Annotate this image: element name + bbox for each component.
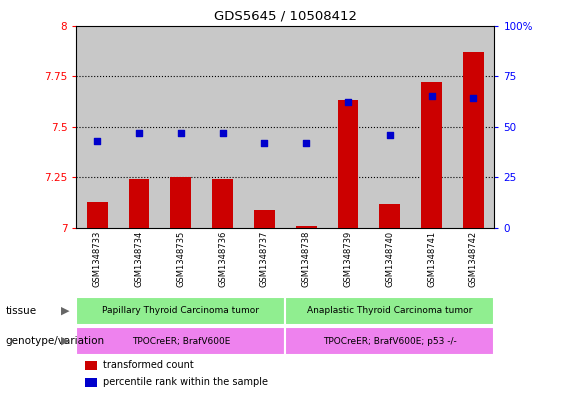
Point [134, 130, 144, 136]
Bar [285, 297, 494, 325]
Bar [244, 26, 285, 228]
Point [469, 95, 478, 101]
Bar [171, 177, 191, 228]
Text: TPOCreER; BrafV600E: TPOCreER; BrafV600E [132, 337, 230, 345]
Bar [285, 327, 494, 355]
Bar [202, 26, 244, 228]
Point [302, 140, 311, 146]
Bar [296, 226, 316, 228]
Bar [118, 26, 160, 228]
Text: Anaplastic Thyroid Carcinoma tumor: Anaplastic Thyroid Carcinoma tumor [307, 307, 472, 315]
Title: GDS5645 / 10508412: GDS5645 / 10508412 [214, 10, 357, 23]
Text: TPOCreER; BrafV600E; p53 -/-: TPOCreER; BrafV600E; p53 -/- [323, 337, 457, 345]
Bar [285, 26, 327, 228]
Point [427, 93, 436, 99]
Bar [129, 179, 149, 228]
Text: genotype/variation: genotype/variation [6, 336, 105, 346]
Point [344, 99, 353, 106]
Text: Papillary Thyroid Carcinoma tumor: Papillary Thyroid Carcinoma tumor [102, 307, 259, 315]
Bar [76, 297, 285, 325]
Bar [327, 26, 369, 228]
Bar [338, 101, 359, 228]
Point [260, 140, 269, 146]
Point [93, 138, 102, 144]
Bar [87, 202, 107, 228]
Bar [85, 360, 97, 370]
Text: ▶: ▶ [60, 306, 69, 316]
Text: transformed count: transformed count [103, 360, 194, 370]
Point [218, 130, 227, 136]
Bar [160, 26, 202, 228]
Bar [380, 204, 400, 228]
Bar [421, 82, 442, 228]
Bar [76, 26, 118, 228]
Bar [369, 26, 411, 228]
Bar [76, 327, 285, 355]
Bar [453, 26, 494, 228]
Text: percentile rank within the sample: percentile rank within the sample [103, 377, 268, 387]
Bar [254, 210, 275, 228]
Bar [85, 378, 97, 387]
Bar [463, 52, 484, 228]
Text: ▶: ▶ [60, 336, 69, 346]
Bar [411, 26, 453, 228]
Bar [212, 179, 233, 228]
Text: tissue: tissue [6, 306, 37, 316]
Point [385, 132, 394, 138]
Point [176, 130, 185, 136]
